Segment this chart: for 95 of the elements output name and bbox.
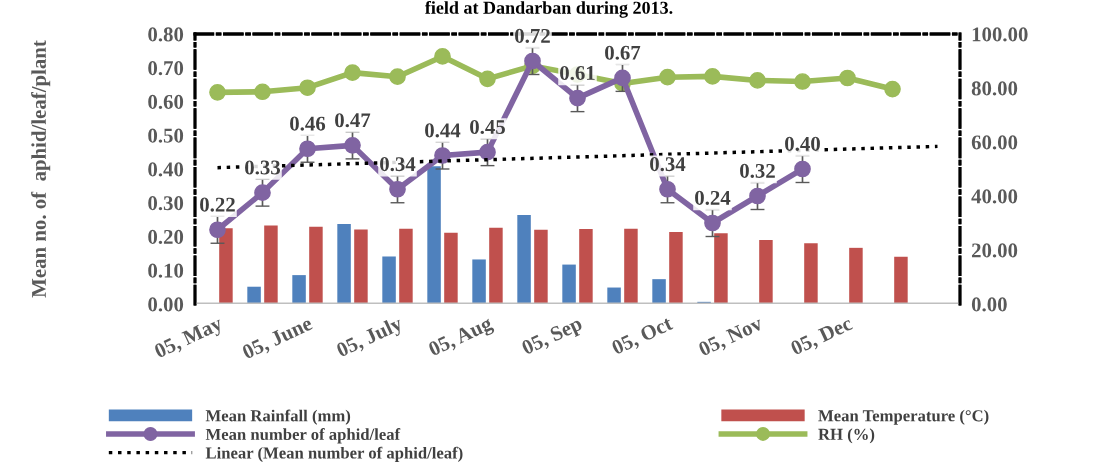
bar bbox=[669, 231, 683, 304]
legend-label: Linear (Mean number of aphid/leaf) bbox=[205, 446, 463, 462]
y2-tick-label: 60.00 bbox=[971, 135, 1018, 150]
y-axis-title: Mean no. of aphid/leaf/plant bbox=[31, 40, 51, 298]
data-label: 0.72 bbox=[515, 28, 550, 43]
point bbox=[344, 64, 361, 81]
point bbox=[839, 69, 856, 87]
data-label: 0.44 bbox=[425, 123, 461, 138]
data-label: 0.24 bbox=[695, 190, 731, 205]
point bbox=[254, 184, 271, 201]
data-label: 0.22 bbox=[200, 197, 235, 212]
point bbox=[254, 83, 271, 101]
point bbox=[704, 68, 721, 85]
point bbox=[524, 52, 541, 70]
y2-tick-label: 0.00 bbox=[971, 297, 1007, 312]
y-tick-label: 0.10 bbox=[148, 263, 184, 278]
data-label: 0.34 bbox=[380, 157, 416, 172]
x-tick-label: 05, May bbox=[153, 315, 226, 363]
bar bbox=[714, 233, 728, 304]
legend-label: RH (%) bbox=[818, 428, 875, 444]
data-label: 0.47 bbox=[335, 113, 371, 128]
point bbox=[299, 79, 316, 97]
bar bbox=[607, 287, 621, 304]
data-label: 0.40 bbox=[785, 136, 820, 151]
x-tick-label: 05, Oct bbox=[610, 315, 675, 358]
bar bbox=[337, 224, 351, 304]
bar bbox=[849, 247, 863, 304]
y-tick-label: 0.40 bbox=[148, 162, 184, 177]
chart-title: field at Dandarban during 2013. bbox=[424, 0, 673, 18]
point bbox=[749, 72, 766, 89]
point bbox=[614, 69, 631, 87]
bar bbox=[534, 229, 548, 304]
bar bbox=[562, 264, 576, 304]
x-tick-label: 05, Aug bbox=[427, 315, 496, 361]
y2-tick-label: 40.00 bbox=[971, 189, 1018, 204]
x-tick-label: 05, Nov bbox=[697, 315, 765, 360]
point bbox=[569, 89, 586, 107]
x-tick-label: 05, Sep bbox=[520, 316, 585, 359]
data-label: 0.32 bbox=[740, 163, 775, 178]
y2-tick-label: 80.00 bbox=[971, 81, 1018, 96]
point bbox=[659, 68, 676, 86]
bar bbox=[489, 227, 503, 304]
bar bbox=[382, 256, 396, 304]
y-tick-label: 0.60 bbox=[148, 94, 184, 110]
bar bbox=[759, 240, 773, 304]
point bbox=[209, 83, 226, 101]
point bbox=[209, 221, 226, 239]
bar bbox=[472, 259, 486, 304]
bar bbox=[652, 279, 666, 304]
point bbox=[479, 143, 496, 161]
data-label: 0.34 bbox=[650, 157, 686, 172]
point bbox=[344, 137, 361, 154]
y-tick-label: 0.20 bbox=[148, 229, 184, 245]
y-tick-label: 0.00 bbox=[148, 297, 184, 312]
bar bbox=[292, 275, 306, 304]
bar bbox=[264, 225, 278, 304]
bar bbox=[894, 256, 908, 304]
point bbox=[749, 187, 766, 205]
point bbox=[299, 140, 316, 158]
bar bbox=[444, 232, 458, 304]
legend-label: Mean Rainfall (mm) bbox=[205, 409, 351, 425]
point bbox=[794, 73, 811, 90]
point bbox=[434, 48, 451, 65]
x-tick-label: 05, June bbox=[241, 315, 315, 363]
legend-label: Mean Temperature (°C) bbox=[818, 409, 989, 425]
y-tick-label: 0.80 bbox=[148, 27, 184, 42]
y-tick-label: 0.50 bbox=[148, 128, 184, 143]
bar bbox=[517, 214, 531, 304]
point bbox=[479, 70, 496, 88]
point bbox=[704, 214, 721, 232]
data-label: 0.33 bbox=[245, 160, 281, 175]
x-tick-label: 05, July bbox=[335, 315, 406, 362]
bar bbox=[804, 243, 818, 304]
bar bbox=[399, 228, 413, 304]
y2-tick-label: 20.00 bbox=[971, 243, 1018, 258]
bar bbox=[219, 228, 233, 304]
y2-tick-label: 100.00 bbox=[972, 27, 1028, 42]
point bbox=[389, 180, 406, 198]
point bbox=[659, 180, 676, 198]
point bbox=[794, 160, 811, 178]
data-label: 0.45 bbox=[470, 119, 505, 135]
bar bbox=[624, 228, 638, 304]
y-tick-label: 0.70 bbox=[148, 61, 184, 76]
point bbox=[389, 68, 406, 85]
bar bbox=[247, 286, 261, 304]
x-tick-label: 05, Dec bbox=[789, 315, 855, 359]
bar bbox=[309, 226, 323, 304]
point bbox=[884, 80, 901, 98]
bar bbox=[427, 166, 441, 304]
data-label: 0.67 bbox=[605, 45, 641, 60]
y-tick-label: 0.30 bbox=[148, 196, 184, 211]
bar bbox=[579, 228, 593, 304]
data-label: 0.46 bbox=[290, 116, 326, 131]
bar bbox=[354, 229, 368, 304]
legend-label: Mean number of aphid/leaf bbox=[205, 428, 401, 444]
